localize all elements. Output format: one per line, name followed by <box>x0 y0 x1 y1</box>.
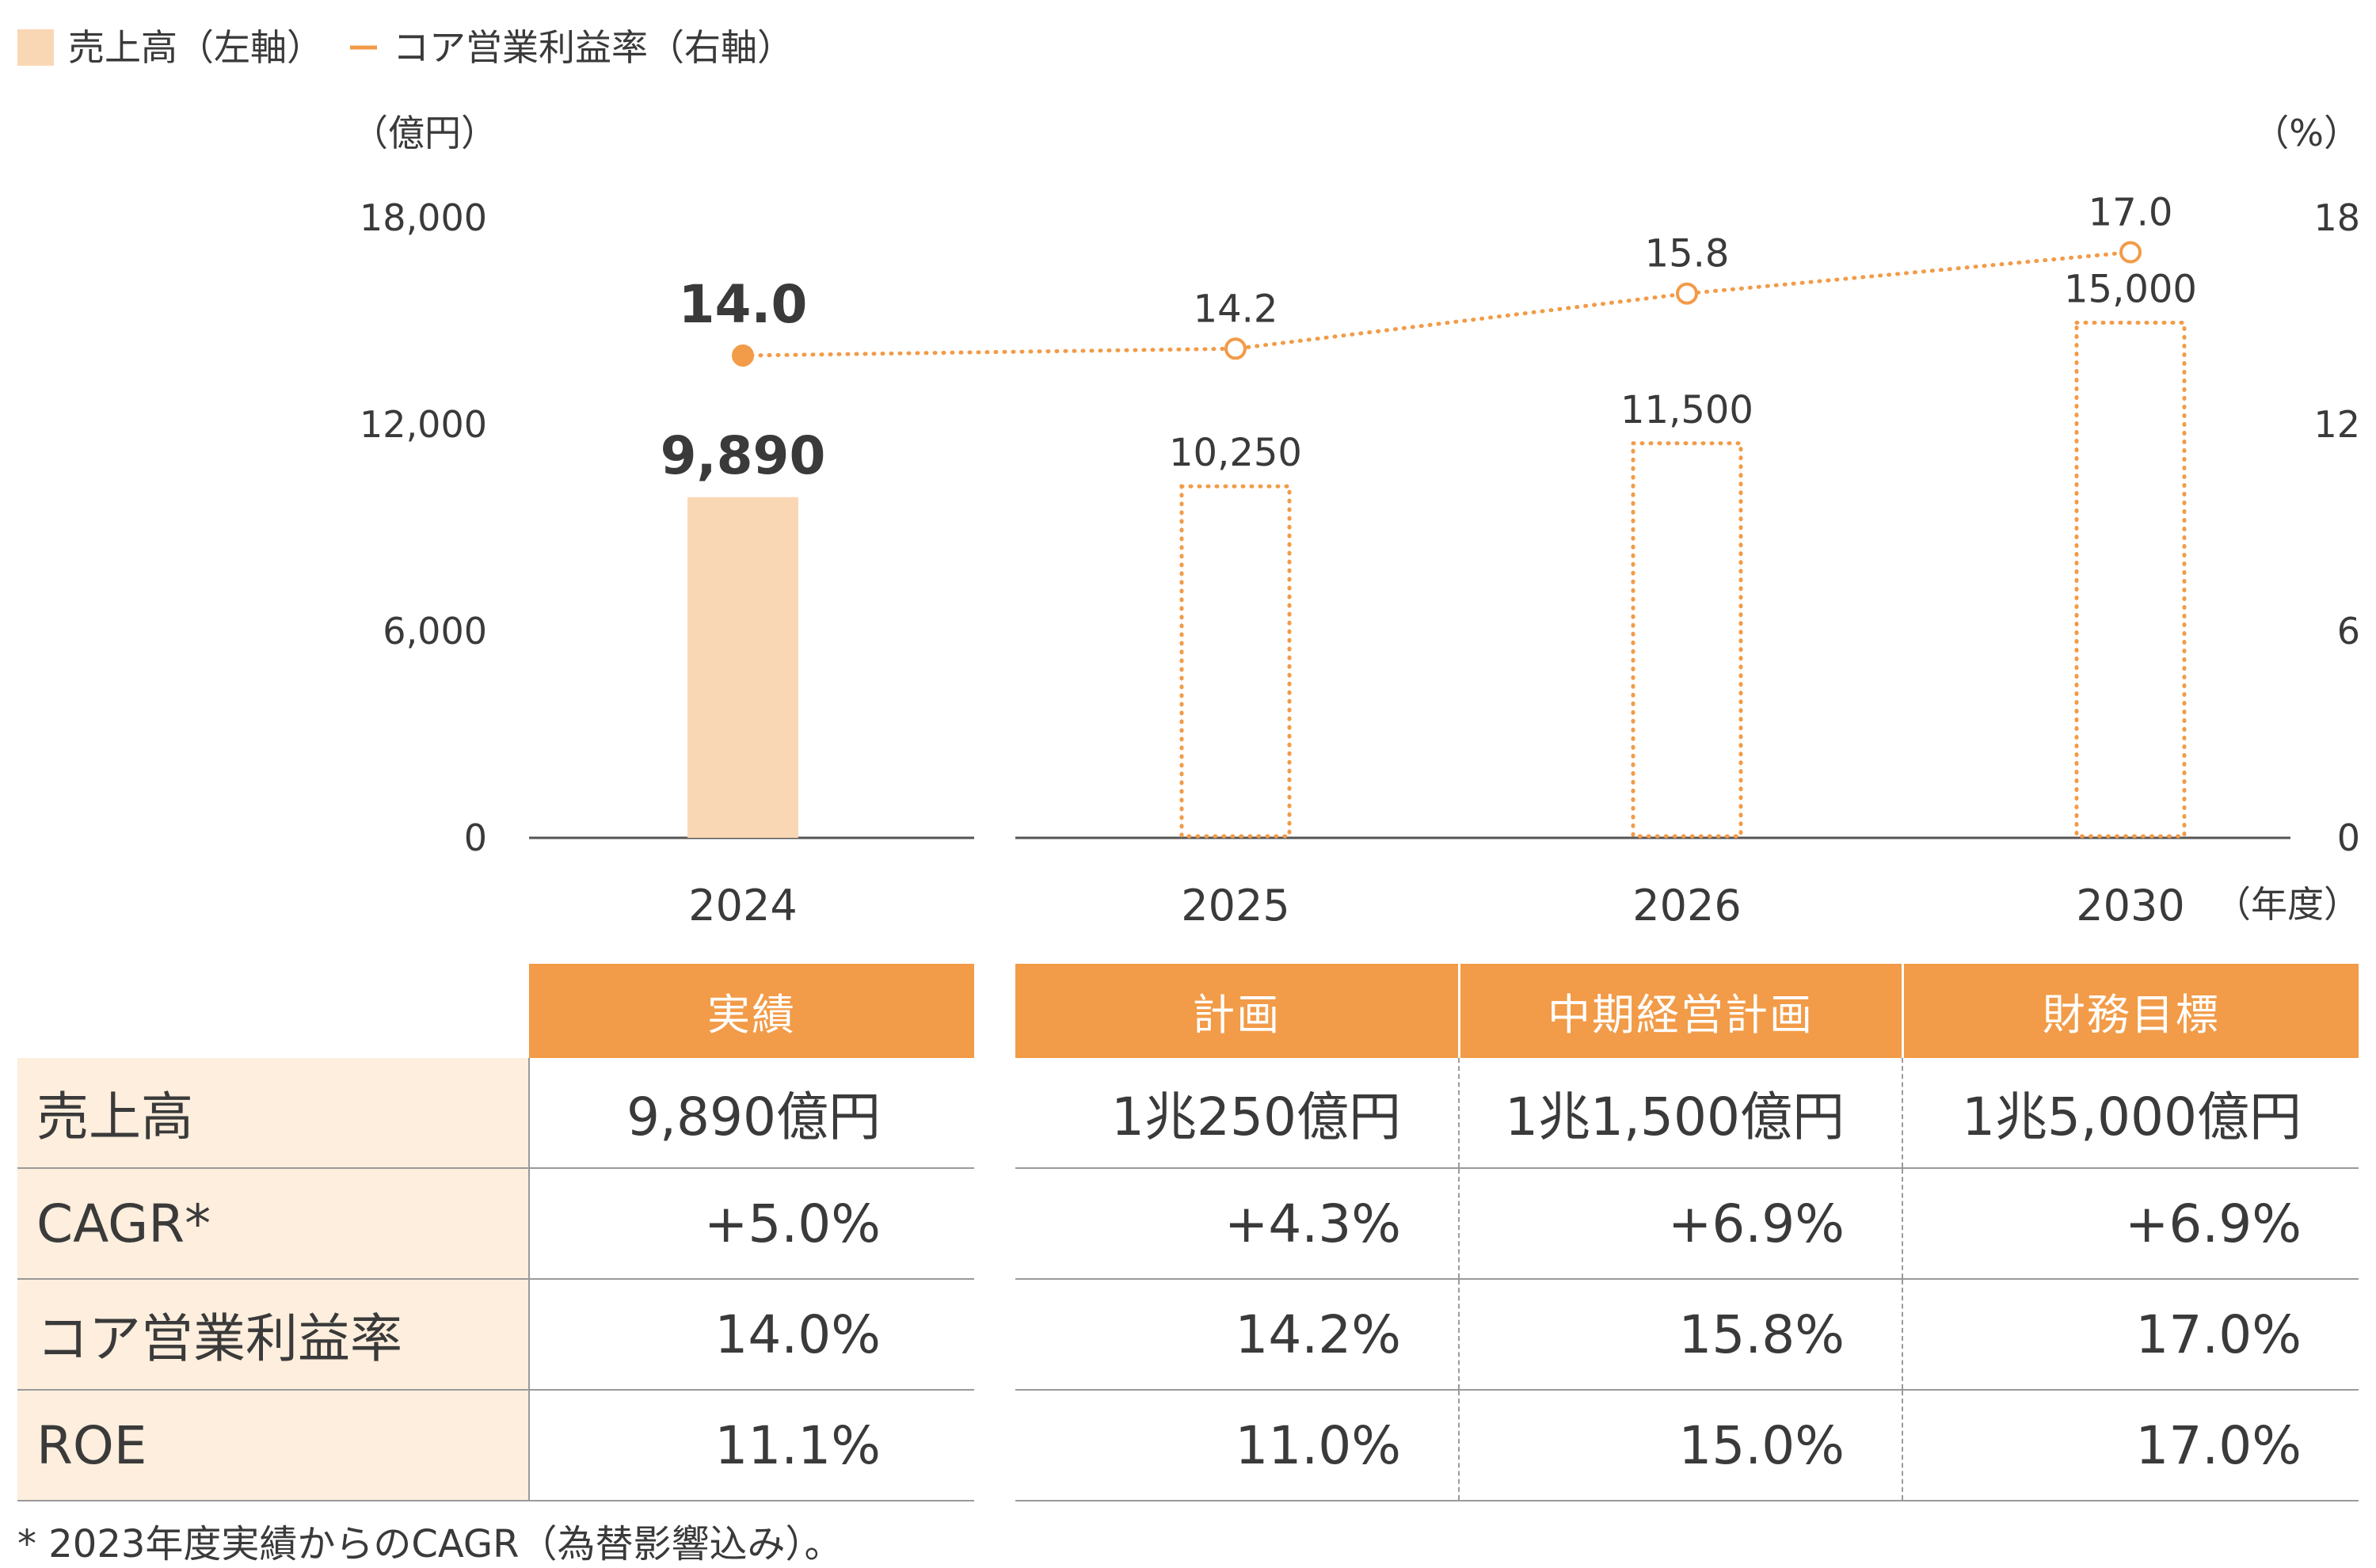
cell-midterm: 1兆1,500億円 <box>1458 1058 1902 1169</box>
cell-plan: 1兆250億円 <box>1015 1058 1459 1169</box>
right-tick-label: 0 <box>2337 816 2360 859</box>
right-tick-label: 18 <box>2313 196 2360 239</box>
header-plan: 計画 <box>1015 964 1460 1058</box>
left-tick-label: 12,000 <box>360 403 487 446</box>
cell-target: 17.0% <box>1902 1390 2359 1501</box>
cell-plan: +4.3% <box>1015 1168 1459 1280</box>
margin-point-2025 <box>1224 337 1247 360</box>
left-tick-label: 0 <box>464 816 487 859</box>
x-axis-unit: （年度） <box>2214 883 2360 926</box>
margin-value-label: 14.2 <box>1194 287 1278 331</box>
row-label: ROE <box>17 1390 530 1501</box>
cell-actual: 11.1% <box>529 1390 974 1501</box>
header-financial-target: 財務目標 <box>1902 964 2359 1058</box>
cell-target: 17.0% <box>1902 1279 2359 1391</box>
legend-bar-label: 売上高（左軸） <box>68 26 323 69</box>
bar-value-label: 9,890 <box>661 425 826 486</box>
bar-value-label: 11,500 <box>1620 388 1753 432</box>
table-row: CAGR* +5.0% +4.3% +6.9% +6.9% <box>17 1168 2359 1280</box>
margin-line <box>741 250 2133 358</box>
bar-2024 <box>687 497 798 838</box>
legend-line-label: コア営業利益率（右軸） <box>393 26 794 69</box>
cell-actual: +5.0% <box>529 1168 974 1280</box>
footnote: * 2023年度実績からのCAGR（為替影響込み）。 <box>17 1522 843 1566</box>
targets-table: 売上高 9,890億円 1兆250億円 1兆1,500億円 1兆5,000億円 … <box>17 1058 2359 1501</box>
cell-actual: 14.0% <box>529 1279 974 1391</box>
left-tick-label: 6,000 <box>383 610 487 653</box>
targets-table-header: 実績 計画 中期経営計画 財務目標 <box>529 964 2359 1058</box>
table-row: 売上高 9,890億円 1兆250億円 1兆1,500億円 1兆5,000億円 <box>17 1058 2359 1169</box>
x-tick-label: 2030 <box>2076 881 2184 931</box>
revenue-margin-chart: 売上高（左軸） コア営業利益率（右軸） （億円） （%） （年度） 0 6,000… <box>17 26 2360 931</box>
x-tick-label: 2025 <box>1181 881 1289 931</box>
margin-point-2026 <box>1676 282 1698 305</box>
right-tick-label: 12 <box>2313 403 2360 446</box>
cell-actual: 9,890億円 <box>529 1058 974 1169</box>
row-label: コア営業利益率 <box>17 1279 530 1391</box>
x-tick-label: 2024 <box>688 881 797 931</box>
cell-midterm: 15.0% <box>1458 1390 1902 1501</box>
legend-bar-swatch <box>17 29 54 66</box>
x-tick-label: 2026 <box>1632 881 1741 931</box>
left-tick-label: 18,000 <box>360 196 487 239</box>
cell-plan: 11.0% <box>1015 1390 1459 1501</box>
bar-value-label: 15,000 <box>2064 268 2197 312</box>
margin-value-label: 14.0 <box>679 274 808 335</box>
cell-target: 1兆5,000億円 <box>1902 1058 2359 1169</box>
header-midterm: 中期経営計画 <box>1459 964 1904 1058</box>
cell-midterm: +6.9% <box>1458 1168 1902 1280</box>
left-axis-unit: （億円） <box>352 112 497 154</box>
margin-point-2024 <box>732 344 754 367</box>
right-tick-label: 6 <box>2337 610 2360 653</box>
margin-value-label: 17.0 <box>2089 191 2173 235</box>
right-axis-unit: （%） <box>2252 112 2360 154</box>
row-label: CAGR* <box>17 1168 530 1280</box>
bar-2026 <box>1631 441 1743 839</box>
table-row: ROE 11.1% 11.0% 15.0% 17.0% <box>17 1390 2359 1501</box>
margin-value-label: 15.8 <box>1645 232 1730 276</box>
table-row: コア営業利益率 14.0% 14.2% 15.8% 17.0% <box>17 1279 2359 1391</box>
cell-plan: 14.2% <box>1015 1279 1459 1391</box>
cell-midterm: 15.8% <box>1458 1279 1902 1391</box>
bar-2030 <box>2074 321 2187 839</box>
bar-value-label: 10,250 <box>1169 431 1302 475</box>
bar-2025 <box>1179 484 1292 839</box>
row-label: 売上高 <box>17 1058 530 1169</box>
header-actual: 実績 <box>529 964 974 1058</box>
margin-point-2030 <box>2119 241 2142 264</box>
cell-target: +6.9% <box>1902 1168 2359 1280</box>
